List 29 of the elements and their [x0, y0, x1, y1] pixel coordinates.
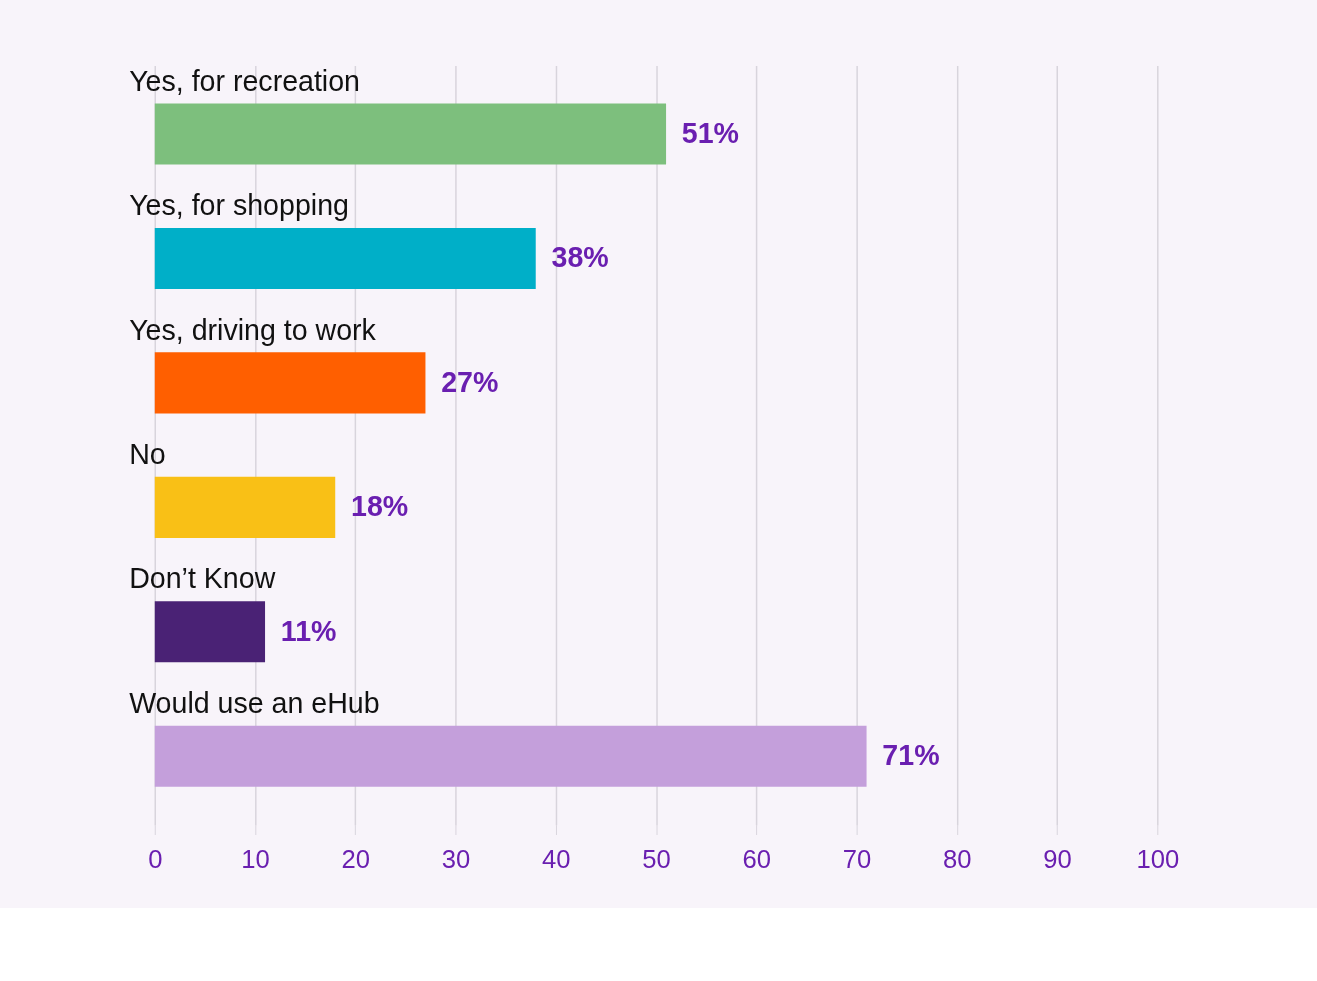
data-label: 27%: [441, 365, 499, 398]
y-tick-label: No: [129, 437, 166, 470]
bar: [154, 476, 336, 538]
x-tick-label: 100: [1136, 844, 1180, 873]
y-tick-label: Yes, for recreation: [129, 64, 361, 97]
data-label: 51%: [681, 116, 740, 149]
x-tick-label: 0: [148, 844, 163, 873]
data-label: 38%: [551, 241, 609, 274]
data-label: 18%: [351, 490, 409, 523]
x-tick-label: 70: [842, 844, 872, 873]
x-tick-label: 20: [341, 844, 371, 873]
data-label: 71%: [882, 739, 940, 772]
y-tick-label: Yes, for shopping: [129, 189, 349, 222]
y-tick-label: Yes, driving to work: [129, 313, 377, 346]
x-tick-label: 80: [943, 844, 972, 873]
x-tick-label: 10: [241, 844, 270, 873]
bar: [154, 601, 266, 663]
y-tick-label: Would use an eHub: [129, 686, 380, 719]
x-tick-label: 90: [1043, 844, 1072, 873]
x-tick-label: 30: [441, 844, 471, 873]
x-tick-label: 50: [642, 844, 671, 873]
bar: [154, 725, 867, 787]
bar: [154, 103, 667, 165]
x-tick-label: 40: [542, 844, 571, 873]
y-tick-label: Don’t Know: [129, 562, 276, 595]
x-tick-label: 60: [742, 844, 772, 873]
bar: [154, 352, 426, 414]
data-label: 11%: [280, 614, 337, 647]
bar: [154, 227, 536, 290]
